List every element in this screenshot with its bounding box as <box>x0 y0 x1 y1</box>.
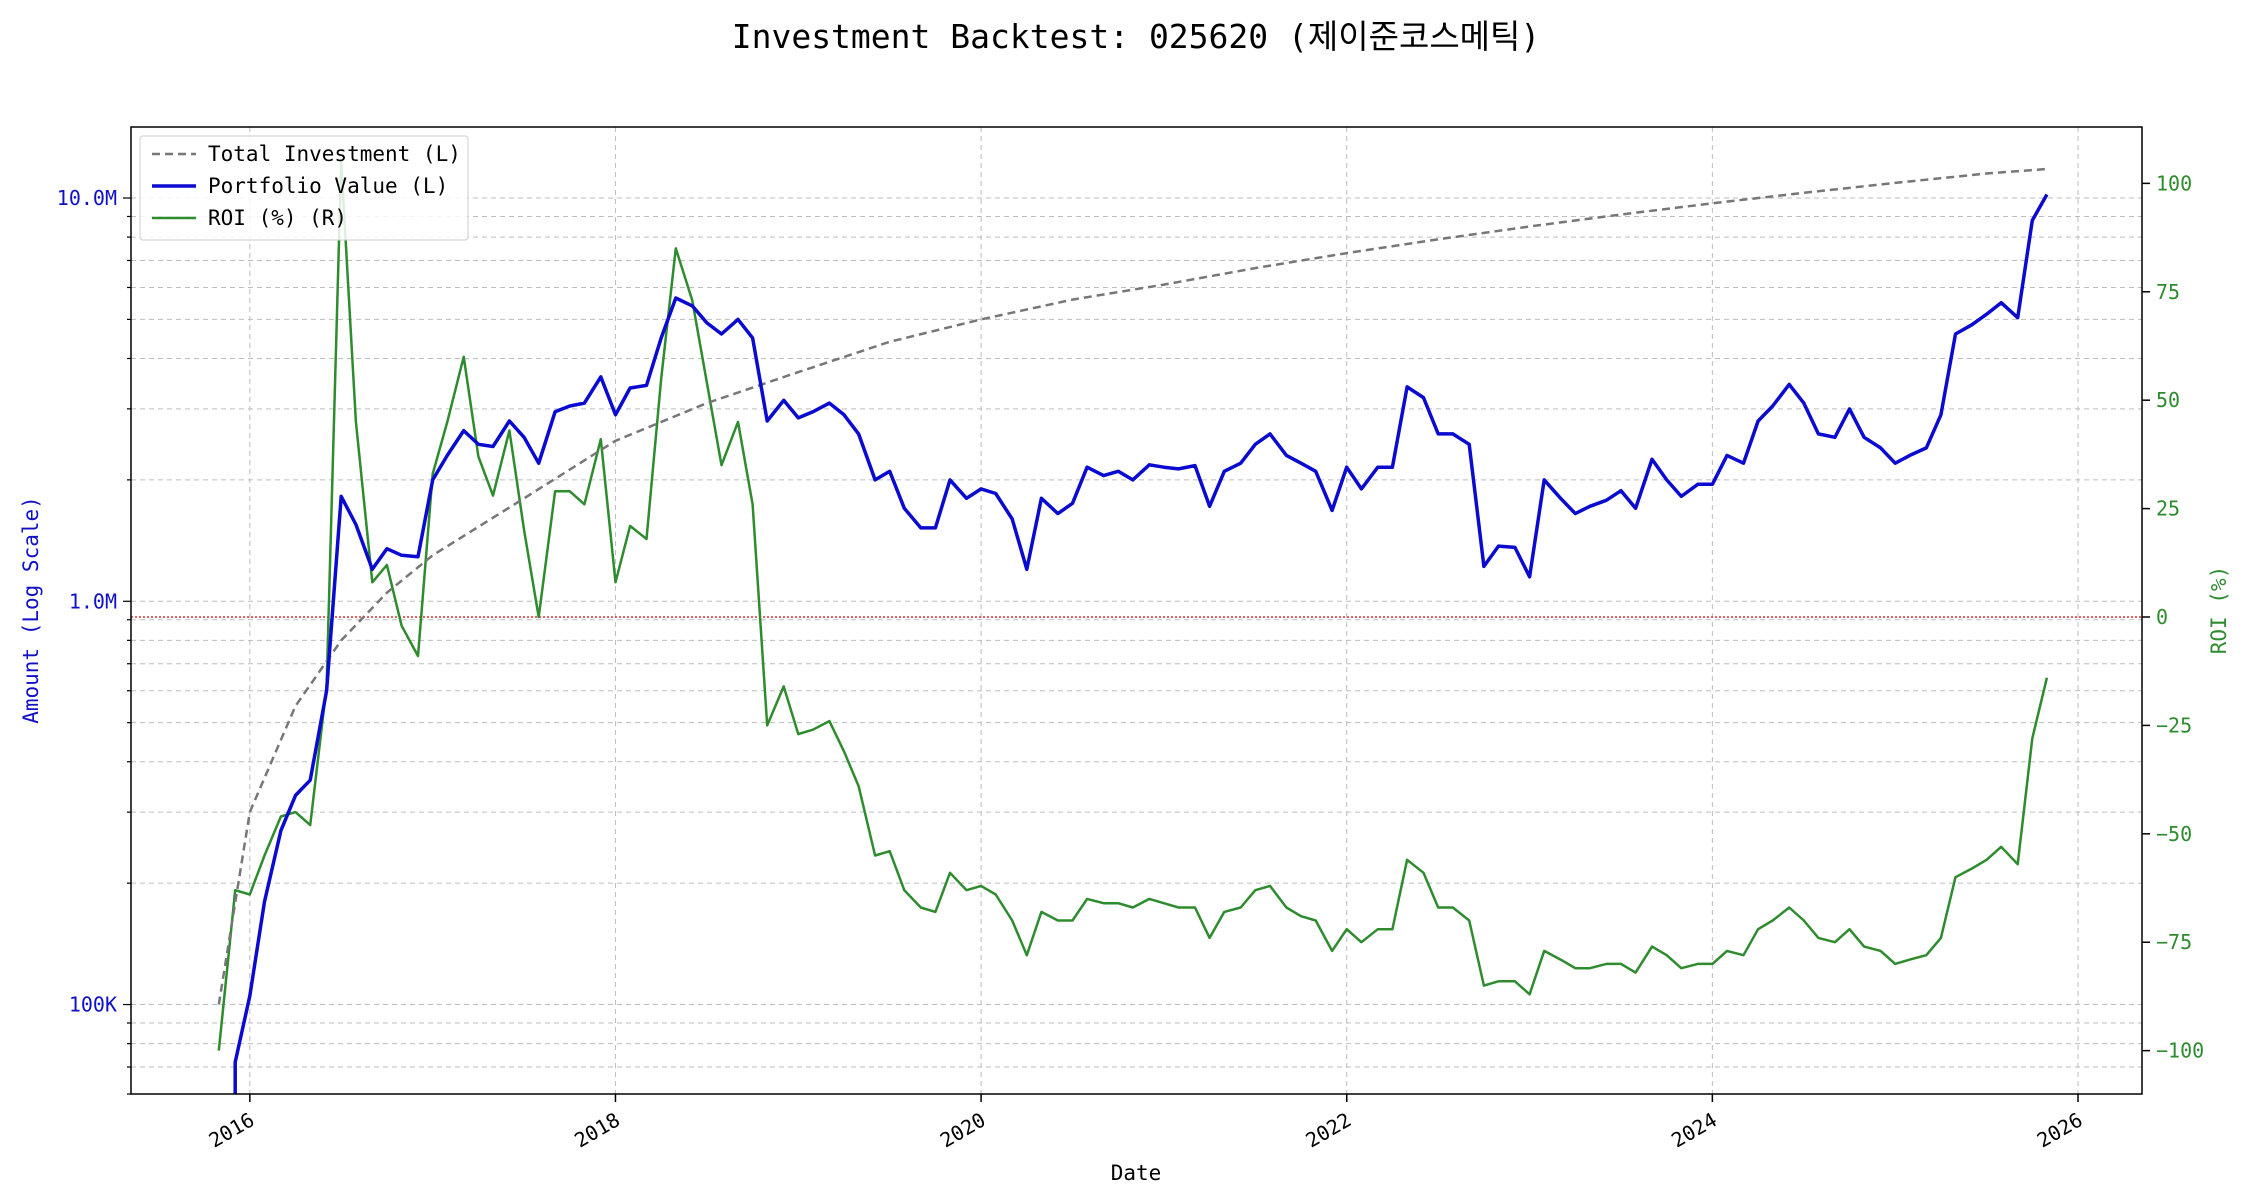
x-tick-label: 2026 <box>2033 1108 2087 1153</box>
right-tick-label: −75 <box>2156 930 2192 954</box>
x-axis: 2016 2018 2020 2022 2024 2026 <box>205 1094 2087 1152</box>
legend: Total Investment (L) Portfolio Value (L)… <box>139 135 469 241</box>
legend-label-roi: ROI (%) (R) <box>208 206 347 230</box>
chart-title: Investment Backtest: 025620 (제이준코스메틱) <box>732 17 1541 56</box>
roi-line <box>217 160 2049 1051</box>
grid <box>131 127 2142 1095</box>
left-tick-label: 1.0M <box>69 589 117 613</box>
series-layer <box>217 160 2049 1094</box>
right-tick-label: 100 <box>2156 171 2192 195</box>
portfolio-value-line <box>233 193 2049 1094</box>
x-tick-label: 2016 <box>205 1108 259 1153</box>
right-y-axis-label: ROI (%) <box>2207 566 2231 655</box>
right-tick-label: 75 <box>2156 280 2180 304</box>
x-tick-label: 2020 <box>936 1108 990 1153</box>
left-tick-label: 10.0M <box>57 186 117 210</box>
left-tick-label: 100K <box>69 993 117 1017</box>
total-investment-line <box>217 167 2047 1005</box>
legend-label-total-investment: Total Investment (L) <box>208 142 461 166</box>
legend-box <box>139 135 469 241</box>
right-y-axis: 100 75 50 25 0 −25 −50 −75 −100 <box>2142 171 2204 1063</box>
x-tick-label: 2018 <box>570 1108 624 1153</box>
right-tick-label: 50 <box>2156 388 2180 412</box>
right-tick-label: −50 <box>2156 822 2192 846</box>
left-y-axis-label: Amount (Log Scale) <box>19 496 43 724</box>
x-tick-label: 2022 <box>1302 1108 1356 1153</box>
x-axis-label: Date <box>1111 1161 1162 1185</box>
x-tick-label: 2024 <box>1667 1108 1721 1153</box>
right-tick-label: 25 <box>2156 497 2180 521</box>
plot-frame <box>130 126 2143 1095</box>
right-tick-label: −25 <box>2156 713 2192 737</box>
legend-label-portfolio-value: Portfolio Value (L) <box>208 174 448 198</box>
left-y-axis: 100K 1.0M 10.0M <box>57 186 131 1095</box>
right-tick-label: 0 <box>2156 605 2168 629</box>
right-tick-label: −100 <box>2156 1039 2204 1063</box>
